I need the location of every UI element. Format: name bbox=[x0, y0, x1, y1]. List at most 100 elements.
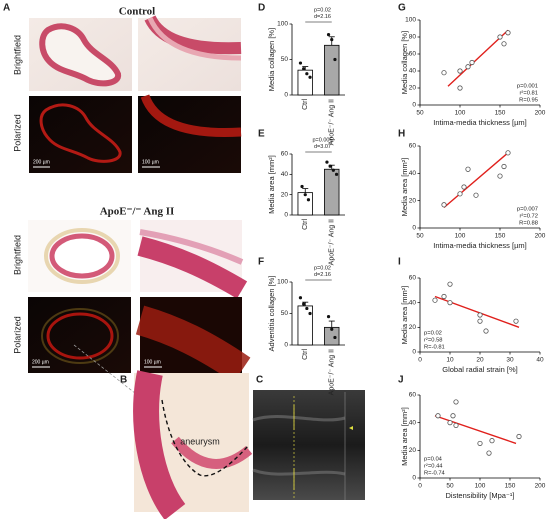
annotation: d=3.07 bbox=[314, 144, 331, 150]
micrograph: 100 µm bbox=[135, 297, 251, 383]
data-point bbox=[300, 184, 304, 189]
stat-label: R=0.95 bbox=[519, 98, 538, 104]
data-point bbox=[333, 335, 337, 340]
y-tick-label: 20 bbox=[281, 191, 289, 198]
data-point bbox=[308, 75, 312, 79]
row-label: Brightfield bbox=[12, 35, 22, 75]
y-tick-label: 20 bbox=[409, 447, 417, 454]
annotation: p=0.005 bbox=[312, 137, 332, 143]
data-point bbox=[331, 168, 335, 172]
data-point bbox=[326, 315, 331, 319]
data-point bbox=[306, 198, 311, 202]
stat-label: r²=0.44 bbox=[424, 464, 443, 470]
scale-bar-label: 200 µm bbox=[32, 359, 49, 365]
x-tick-label: 10 bbox=[446, 357, 454, 364]
data-point bbox=[453, 399, 459, 405]
x-tick-label: ApoE⁻/⁻ Ang II bbox=[329, 99, 336, 145]
data-point bbox=[465, 64, 471, 70]
data-point bbox=[497, 34, 503, 40]
y-tick-label: 40 bbox=[409, 299, 417, 306]
y-axis-label: Media collagen [%] bbox=[267, 28, 276, 91]
x-tick-label: 150 bbox=[505, 483, 516, 490]
x-tick-label: Ctrl bbox=[302, 349, 309, 360]
regression-line bbox=[447, 29, 509, 87]
row-label: Brightfield bbox=[12, 235, 22, 275]
micrograph bbox=[138, 15, 242, 91]
data-point bbox=[469, 59, 475, 66]
panel-letter: E bbox=[258, 129, 265, 140]
data-point bbox=[302, 67, 306, 71]
panel-letter: H bbox=[398, 129, 405, 140]
stat-label: p=0.04 bbox=[424, 457, 443, 463]
data-point bbox=[513, 318, 519, 324]
data-point bbox=[477, 440, 483, 447]
y-tick-label: 80 bbox=[409, 34, 417, 41]
y-axis-label: Media area [mm²] bbox=[400, 158, 409, 217]
y-axis-label: Media area [mm²] bbox=[400, 286, 409, 345]
bar bbox=[297, 69, 313, 96]
y-axis-label: Media area [mm²] bbox=[267, 155, 276, 214]
y-tick-label: 0 bbox=[284, 92, 288, 99]
micrograph: 200 µm bbox=[29, 96, 132, 173]
data-point bbox=[432, 297, 438, 303]
y-tick-label: 60 bbox=[409, 392, 417, 399]
x-tick-label: 100 bbox=[475, 483, 486, 490]
y-axis-label: Media collagen [%] bbox=[400, 31, 409, 94]
panel-letter: J bbox=[398, 375, 404, 386]
x-tick-label: 0 bbox=[418, 357, 422, 364]
row-label: Polarized bbox=[12, 316, 22, 354]
data-point bbox=[447, 300, 453, 306]
x-axis-label: Distensibility [Mpa⁻¹] bbox=[446, 491, 515, 500]
data-point bbox=[505, 30, 511, 36]
x-tick-label: 200 bbox=[535, 110, 546, 117]
stat-label: r²=0.72 bbox=[519, 214, 538, 220]
data-point bbox=[489, 438, 495, 444]
data-point bbox=[325, 160, 329, 164]
data-point bbox=[435, 413, 441, 419]
data-point bbox=[465, 166, 471, 172]
data-point bbox=[303, 193, 307, 197]
data-point bbox=[326, 33, 331, 37]
x-axis-label: Global radial strain [%] bbox=[442, 365, 517, 374]
data-point bbox=[305, 306, 309, 311]
data-point bbox=[501, 41, 507, 47]
row-label: Polarized bbox=[12, 114, 22, 152]
data-point bbox=[477, 312, 483, 318]
panel-letter: F bbox=[258, 257, 264, 268]
x-tick-label: 150 bbox=[495, 110, 506, 117]
stat-label: R=0.88 bbox=[519, 221, 538, 227]
data-point bbox=[457, 85, 463, 91]
panel-letter: A bbox=[3, 3, 10, 14]
y-tick-label: 0 bbox=[412, 102, 416, 109]
data-point bbox=[333, 57, 337, 62]
annotation: p=0.02 bbox=[314, 7, 331, 13]
x-tick-label: 50 bbox=[446, 483, 454, 490]
scale-bar-label: 200 µm bbox=[33, 159, 50, 165]
panel-letter: B bbox=[120, 375, 127, 386]
y-tick-label: 20 bbox=[409, 85, 417, 92]
y-tick-label: 100 bbox=[277, 279, 288, 286]
bar bbox=[324, 168, 340, 216]
x-tick-label: 0 bbox=[418, 483, 422, 490]
scale-bar-label: 100 µm bbox=[142, 159, 159, 165]
regression-line bbox=[434, 295, 520, 328]
micrograph: 100 µm bbox=[138, 94, 242, 173]
data-point bbox=[450, 413, 456, 419]
data-point bbox=[328, 164, 332, 168]
y-tick-label: 40 bbox=[409, 419, 417, 426]
stat-label: p=0.007 bbox=[517, 207, 538, 213]
y-tick-label: 100 bbox=[405, 17, 416, 24]
panel-letter: C bbox=[256, 375, 263, 386]
y-tick-label: 60 bbox=[281, 151, 289, 158]
annotation: d=2.16 bbox=[314, 272, 331, 278]
data-point bbox=[334, 172, 339, 176]
data-point bbox=[298, 61, 303, 65]
data-point bbox=[308, 311, 312, 316]
y-tick-label: 40 bbox=[281, 171, 289, 178]
data-point bbox=[473, 192, 479, 198]
panel-letter: I bbox=[398, 257, 401, 268]
micrograph bbox=[28, 220, 131, 292]
data-point bbox=[441, 293, 447, 300]
